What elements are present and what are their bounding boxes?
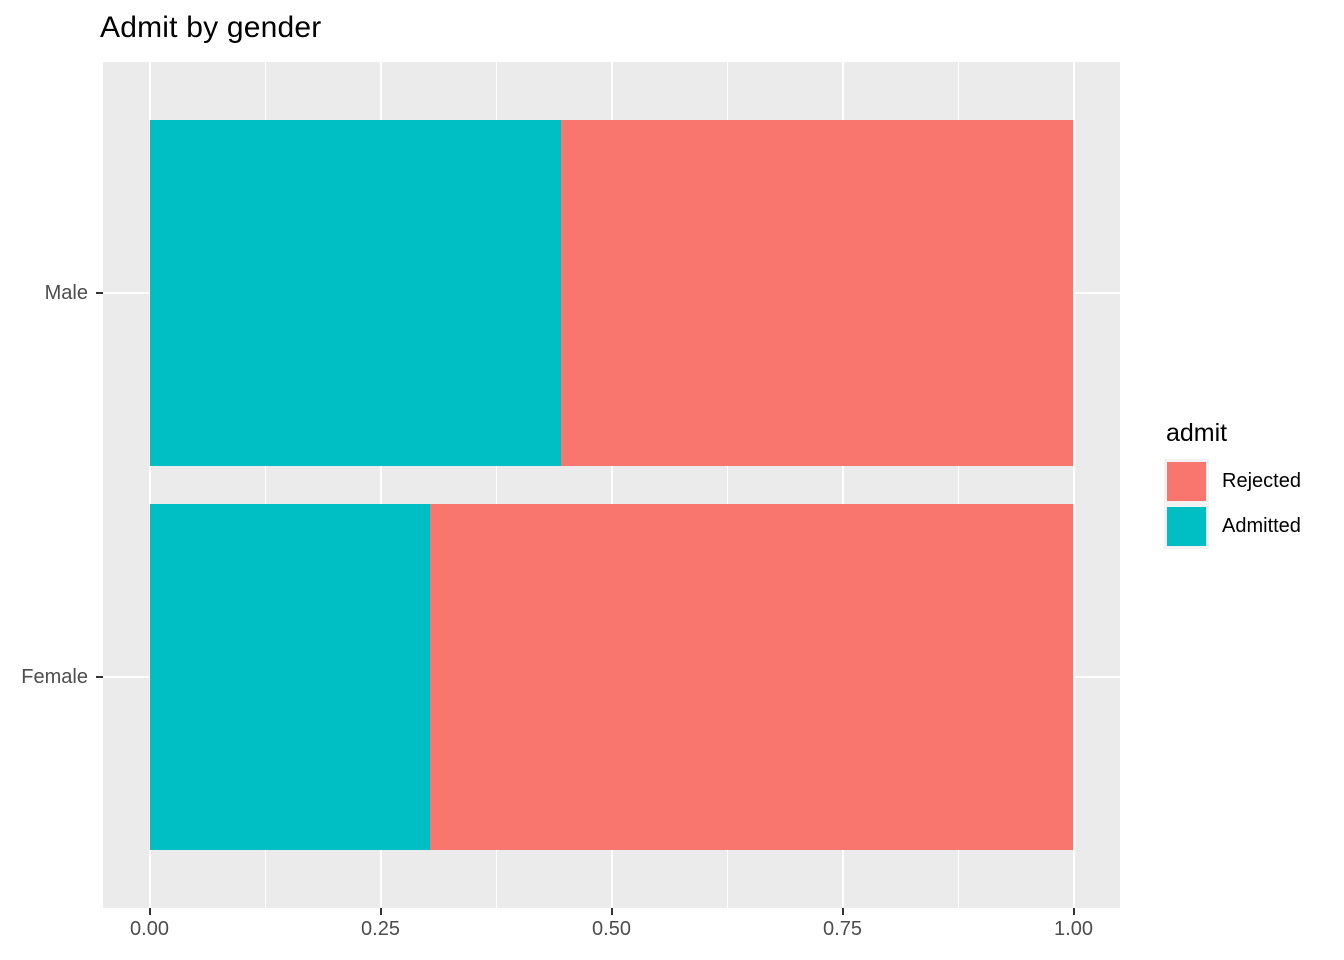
x-axis-tick-label: 0.50 bbox=[592, 918, 631, 940]
vertical-major-gridline bbox=[1072, 62, 1075, 908]
vertical-major-gridline bbox=[610, 62, 613, 908]
x-axis-tick bbox=[841, 908, 844, 915]
bar-segment-female-rejected bbox=[430, 504, 1074, 850]
x-axis-tick bbox=[610, 908, 613, 915]
vertical-minor-gridline bbox=[265, 62, 266, 908]
vertical-major-gridline bbox=[379, 62, 382, 908]
y-axis-tick-label: Male bbox=[44, 282, 88, 304]
x-axis-tick bbox=[1072, 908, 1075, 915]
x-axis-tick bbox=[379, 908, 382, 915]
legend-item-label: Admitted bbox=[1222, 515, 1301, 537]
legend-item-rejected: Rejected bbox=[1164, 459, 1301, 504]
vertical-minor-gridline bbox=[958, 62, 959, 908]
x-axis-tick-label: 0.00 bbox=[130, 918, 169, 940]
bar-segment-male-rejected bbox=[560, 120, 1074, 466]
legend-key bbox=[1164, 459, 1209, 504]
y-axis-tick bbox=[96, 676, 103, 678]
legend-key-swatch-rejected bbox=[1167, 462, 1206, 501]
x-axis-tick-label: 0.75 bbox=[823, 918, 862, 940]
y-axis-tick-label: Female bbox=[21, 666, 88, 688]
x-axis-tick bbox=[148, 908, 151, 915]
legend-key-swatch-admitted bbox=[1167, 507, 1206, 546]
vertical-minor-gridline bbox=[496, 62, 497, 908]
legend: admit Rejected Admitted bbox=[1164, 419, 1301, 549]
x-axis-tick-label: 0.25 bbox=[361, 918, 400, 940]
x-axis-tick-label: 1.00 bbox=[1054, 918, 1093, 940]
vertical-major-gridline bbox=[841, 62, 844, 908]
legend-key bbox=[1164, 504, 1209, 549]
vertical-minor-gridline bbox=[727, 62, 728, 908]
plot-panel bbox=[103, 62, 1120, 908]
legend-title: admit bbox=[1166, 419, 1228, 447]
vertical-major-gridline bbox=[148, 62, 151, 908]
legend-item-label: Rejected bbox=[1222, 470, 1301, 492]
bar-male bbox=[149, 120, 1074, 466]
y-axis-tick bbox=[96, 292, 103, 294]
bar-segment-male-admitted bbox=[149, 120, 561, 466]
legend-item-admitted: Admitted bbox=[1164, 504, 1301, 549]
legend-items: Rejected Admitted bbox=[1164, 459, 1301, 549]
plot-title: Admit by gender bbox=[100, 11, 322, 44]
bar-segment-female-admitted bbox=[149, 504, 431, 850]
bar-female bbox=[149, 504, 1074, 850]
